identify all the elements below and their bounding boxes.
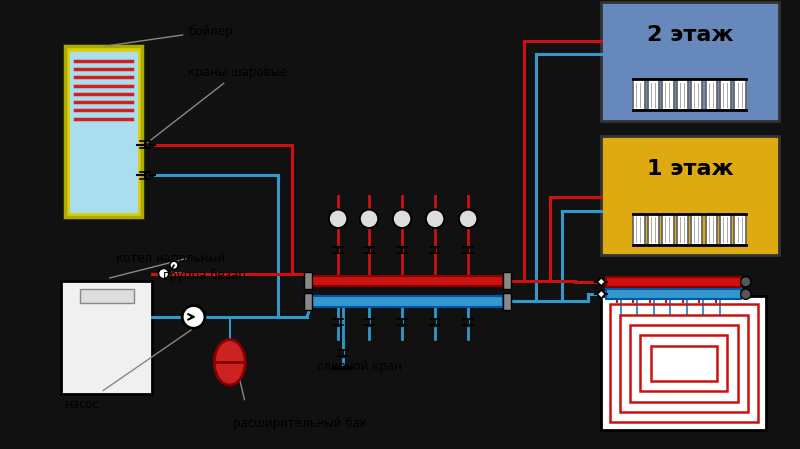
Bar — [734, 214, 746, 245]
Circle shape — [158, 269, 169, 279]
Bar — [630, 325, 738, 401]
Bar — [641, 335, 727, 391]
Bar — [706, 79, 717, 110]
Polygon shape — [597, 290, 606, 298]
Bar — [662, 214, 674, 245]
Bar — [606, 289, 741, 299]
Bar — [734, 79, 746, 110]
Bar — [662, 79, 674, 110]
Text: котел напольный: котел напольный — [116, 251, 226, 264]
Bar — [602, 296, 766, 431]
Bar — [648, 79, 659, 110]
Bar — [648, 214, 659, 245]
Text: сливной кран: сливной кран — [318, 360, 402, 373]
Bar — [706, 214, 717, 245]
Text: бойлер: бойлер — [106, 24, 233, 46]
Bar — [634, 214, 645, 245]
Bar — [304, 293, 312, 310]
Bar — [312, 276, 503, 286]
Text: насос: насос — [65, 398, 99, 411]
Bar — [606, 277, 741, 287]
Bar — [80, 289, 134, 304]
Bar — [62, 281, 152, 394]
Bar — [610, 304, 758, 422]
Bar — [720, 214, 731, 245]
Bar — [503, 293, 511, 310]
Bar — [503, 273, 511, 289]
Circle shape — [170, 261, 178, 269]
Bar — [65, 46, 142, 217]
Text: группа безап.: группа безап. — [162, 269, 250, 282]
Bar — [720, 79, 731, 110]
Circle shape — [360, 210, 378, 228]
Bar — [312, 296, 503, 307]
Bar — [70, 52, 137, 211]
Bar — [602, 2, 779, 121]
Polygon shape — [597, 277, 606, 286]
Circle shape — [741, 289, 751, 299]
Circle shape — [182, 305, 205, 328]
Bar — [634, 79, 645, 110]
Circle shape — [426, 210, 444, 228]
Circle shape — [393, 210, 411, 228]
Bar — [620, 315, 748, 412]
Circle shape — [329, 210, 347, 228]
Text: краны шаровые: краны шаровые — [147, 66, 287, 143]
Ellipse shape — [214, 339, 245, 385]
Text: расширительный бак: расширительный бак — [233, 417, 366, 430]
Bar — [602, 136, 779, 255]
Bar — [304, 273, 312, 289]
Circle shape — [741, 277, 751, 287]
Bar — [691, 214, 702, 245]
Text: 1 этаж: 1 этаж — [646, 159, 734, 180]
Bar — [677, 214, 688, 245]
Text: 2 этаж: 2 этаж — [646, 25, 734, 45]
Circle shape — [459, 210, 478, 228]
Bar — [651, 346, 717, 381]
Bar — [677, 79, 688, 110]
Bar — [691, 79, 702, 110]
